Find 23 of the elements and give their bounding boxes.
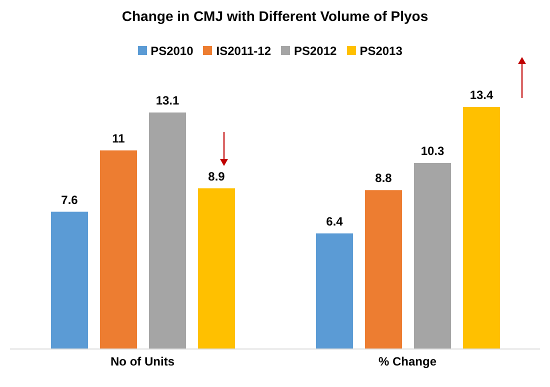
bar: [365, 190, 402, 349]
x-tick-label: % Change: [378, 354, 437, 369]
data-label: 8.9: [208, 169, 226, 184]
legend-label: IS2011-12: [216, 44, 271, 58]
bar: [51, 212, 88, 349]
data-label: 7.6: [61, 192, 78, 207]
bar: [414, 163, 451, 349]
bar: [316, 233, 353, 349]
chart-title: Change in CMJ with Different Volume of Plyos: [120, 7, 430, 26]
bar: [149, 112, 186, 349]
bar: [463, 107, 500, 349]
legend-label: PS2013: [360, 44, 402, 58]
data-label: 6.4: [326, 214, 344, 228]
bar: [100, 150, 137, 349]
data-label: 8.8: [375, 171, 392, 186]
data-label: 13.1: [156, 93, 180, 108]
data-label: 13.4: [470, 88, 494, 102]
legend-label: PS2010: [150, 44, 194, 58]
legend-label: PS2012: [294, 44, 337, 58]
data-label: 11: [112, 131, 126, 146]
bar: [198, 188, 235, 349]
x-tick-label: No of Units: [110, 354, 175, 369]
data-label: 10.3: [420, 144, 444, 158]
